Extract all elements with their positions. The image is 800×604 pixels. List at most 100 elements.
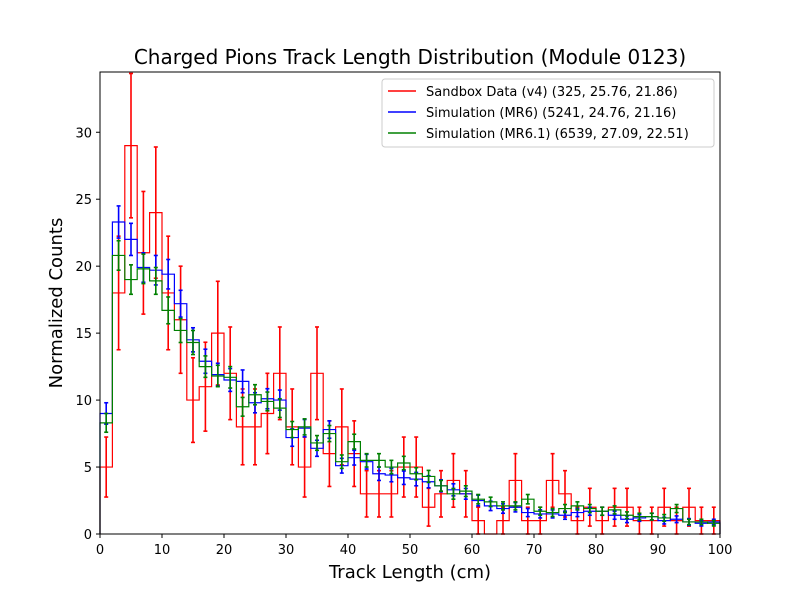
- series-2-error-bar: [426, 469, 431, 484]
- x-tick-label: 90: [650, 543, 667, 558]
- series-0-error-bar: [265, 372, 270, 455]
- x-tick-label: 40: [340, 543, 357, 558]
- y-tick-label: 20: [75, 260, 92, 275]
- series-1-error-bar: [240, 369, 245, 394]
- series-2-error-bar: [463, 484, 468, 498]
- legend-entry: Sandbox Data (v4) (325, 25.76, 21.86): [388, 85, 678, 100]
- series-2-error-bar: [637, 512, 642, 521]
- legend-entry: Simulation (MR6) (5241, 24.76, 21.16): [388, 106, 676, 121]
- series-2-error-bar: [141, 253, 146, 285]
- x-tick-label: 70: [526, 543, 543, 558]
- series-2-error-bar: [625, 511, 629, 520]
- series-2-error-bar: [563, 503, 567, 514]
- series-2-error-bar: [302, 418, 307, 436]
- series-2-error-bar: [290, 420, 295, 439]
- x-tick-label: 0: [96, 543, 104, 558]
- chart-title: Charged Pions Track Length Distribution …: [134, 45, 686, 69]
- series-0-error-bar: [364, 469, 369, 518]
- x-tick-label: 60: [464, 543, 481, 558]
- series-2-error-bar: [525, 493, 530, 505]
- series-2-error-bar: [513, 501, 518, 511]
- series-0-error-bar: [191, 356, 195, 444]
- series-2-error-bar: [488, 496, 493, 508]
- series-2-error-bar: [538, 506, 543, 517]
- series-2-error-bar: [649, 512, 654, 521]
- x-tick-label: 50: [402, 543, 419, 558]
- series-2-error-bar: [339, 454, 344, 470]
- series-2-error-bar: [501, 501, 505, 511]
- series-2-error-bar: [587, 503, 592, 514]
- series-2-error-bar: [711, 519, 716, 527]
- legend-box: [381, 78, 715, 148]
- series-2-error-bar: [315, 434, 319, 452]
- y-tick-label: 5: [84, 461, 92, 476]
- series-2-error-bar: [439, 479, 443, 492]
- series-2-error-bar: [228, 365, 233, 389]
- series-2-error-bar: [178, 317, 183, 344]
- y-tick-label: 15: [75, 327, 92, 342]
- series-2-error-bar: [662, 513, 667, 523]
- series-0-error-bar: [315, 326, 319, 421]
- y-tick-label: 30: [75, 126, 92, 141]
- series-2-error-bar: [476, 493, 481, 505]
- series-2-error-bar: [600, 506, 605, 517]
- series-2-error-bar: [240, 396, 245, 417]
- series-2-error-bar: [352, 433, 357, 450]
- series-2-error-bar: [377, 452, 381, 468]
- series-2: [99, 239, 721, 534]
- series-0-error-bar: [439, 469, 443, 518]
- series-2-error-bar: [253, 383, 257, 406]
- series-2-error-bar: [699, 518, 704, 526]
- series-1-error-bar: [116, 205, 121, 239]
- y-axis: 0 5 10 15 20 25 30: [75, 126, 100, 543]
- x-tick-label: 30: [278, 543, 295, 558]
- series-2-error-bar: [191, 329, 195, 356]
- series-0-error-bar: [104, 436, 109, 498]
- series-2-error-bar: [414, 466, 419, 481]
- series-2-error-bar: [575, 501, 580, 511]
- y-tick-label: 25: [75, 193, 92, 208]
- series-2-error-bar: [612, 505, 617, 515]
- series-1-error-bar: [166, 258, 171, 290]
- series-2-error-bar: [550, 507, 555, 518]
- series-2-error-bar: [327, 424, 332, 443]
- series-1-error-bar: [129, 222, 133, 257]
- x-axis-label: Track Length (cm): [328, 562, 491, 583]
- series-2-error-bar: [203, 355, 208, 379]
- series-0-error-bar: [166, 235, 171, 351]
- x-tick-label: 80: [588, 543, 605, 558]
- series-2-error-bar: [389, 459, 394, 475]
- legend-label: Sandbox Data (v4) (325, 25.76, 21.86): [426, 85, 678, 100]
- series-2-error-bar: [364, 452, 369, 468]
- series-0-error-bar: [550, 452, 555, 509]
- series-1-error-bar: [525, 507, 530, 518]
- legend: Sandbox Data (v4) (325, 25.76, 21.86) Sim…: [381, 78, 715, 148]
- series-1-error-bar: [352, 449, 357, 466]
- y-axis-label: Normalized Counts: [46, 218, 67, 389]
- series-2-error-bar: [153, 266, 158, 296]
- series-2-error-bar: [451, 487, 456, 500]
- series-2-error-bar: [674, 503, 679, 514]
- series-2-error-bar: [401, 455, 406, 471]
- series-2-error-bar: [116, 239, 121, 271]
- x-axis: 0 10 20 30 40 50 60 70 80 90 100: [96, 534, 733, 558]
- y-tick-label: 0: [84, 528, 92, 543]
- series-1-error-bar: [674, 515, 679, 524]
- x-tick-label: 10: [154, 543, 171, 558]
- legend-label: Simulation (MR6.1) (6539, 27.09, 22.51): [426, 127, 689, 142]
- series-2-error-bar: [277, 397, 282, 419]
- series-2-error-bar: [265, 391, 270, 412]
- series-1-error-bar: [401, 470, 406, 486]
- series-2-error-bar: [215, 364, 220, 388]
- y-tick-label: 10: [75, 394, 92, 409]
- series-2-error-bar: [129, 264, 133, 296]
- series-2-error-bar: [104, 412, 109, 434]
- series-2-error-bar: [166, 296, 171, 325]
- series-1-error-bar: [178, 289, 183, 318]
- legend-label: Simulation (MR6) (5241, 24.76, 21.16): [426, 106, 676, 121]
- x-tick-label: 100: [708, 543, 733, 558]
- x-tick-label: 20: [216, 543, 233, 558]
- series-0-error-bar: [129, 72, 133, 219]
